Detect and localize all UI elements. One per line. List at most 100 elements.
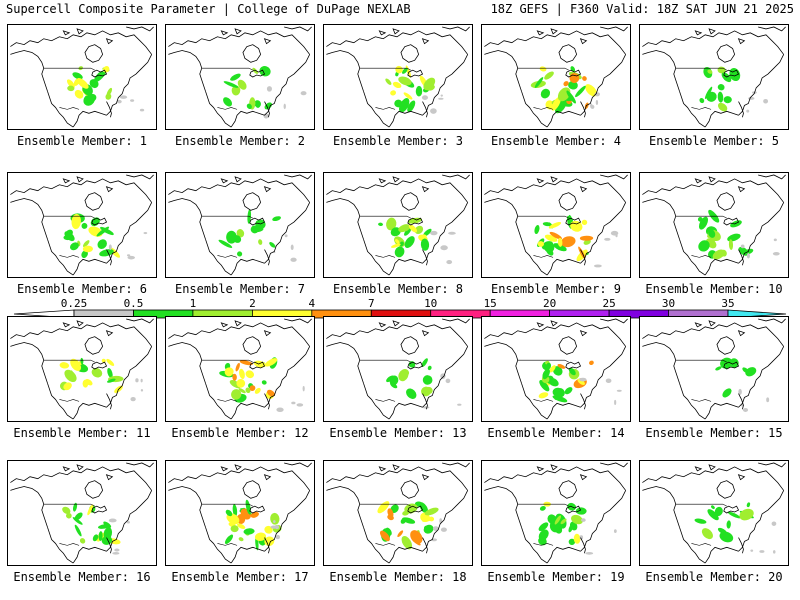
scp-shading-blob: [106, 87, 113, 97]
country-border: [201, 67, 253, 71]
scp-shading-blob: [544, 234, 558, 242]
scp-faint-speck: [590, 103, 593, 109]
scp-shading-blob: [72, 502, 78, 512]
scp-shading-blob: [395, 65, 403, 74]
scp-shading-blob: [542, 222, 552, 227]
coastline: [168, 486, 207, 528]
scp-faint-speck: [421, 95, 429, 100]
scp-shading-blob: [269, 241, 276, 248]
scp-shading-blob: [540, 88, 551, 99]
ensemble-member-map-11: [7, 316, 157, 422]
coastline: [205, 383, 232, 420]
coastline: [738, 346, 785, 408]
coastline: [363, 383, 390, 420]
ensemble-member-map-19: [481, 460, 631, 566]
scp-shading-blob: [259, 66, 271, 77]
scp-shading-blob: [72, 72, 83, 80]
coastline: [484, 198, 523, 240]
coastline: [84, 192, 104, 211]
north-america-map: [10, 174, 154, 276]
scp-faint-speck: [300, 91, 307, 96]
coastline: [580, 101, 586, 118]
scp-shading-blob: [428, 516, 435, 522]
scp-shading-blob: [272, 216, 281, 222]
scp-faint-speck: [440, 527, 447, 532]
ensemble-member-label: Ensemble Member: 16: [13, 570, 151, 584]
scp-shading-blob: [95, 71, 106, 82]
coastline: [284, 462, 312, 468]
coastline: [84, 44, 104, 63]
scp-faint-speck: [746, 252, 751, 259]
north-america-map: [484, 318, 628, 420]
scp-shading-blob: [556, 388, 565, 398]
colorbar-tick-label: 4: [308, 297, 315, 310]
scp-faint-speck: [438, 97, 444, 100]
coastline: [484, 322, 626, 347]
scp-shading-blob: [398, 369, 409, 382]
scp-shading-blob: [66, 79, 75, 89]
scp-shading-blob: [230, 525, 239, 533]
coastline: [220, 320, 272, 337]
scp-shading-blob: [568, 538, 576, 545]
colorbar-tick-label: 35: [721, 297, 734, 310]
scp-faint-speck: [273, 520, 276, 524]
scp-shading-blob: [238, 537, 244, 542]
north-america-map: [484, 462, 628, 564]
scp-faint-speck: [284, 234, 288, 238]
north-america-map: [642, 318, 786, 420]
scp-shading-blob: [107, 378, 116, 383]
coastline: [694, 28, 746, 45]
scp-shading-blob: [694, 518, 707, 524]
scp-shading-blob: [92, 534, 99, 542]
scp-faint-speck: [126, 254, 131, 257]
country-border: [201, 503, 253, 507]
coastline: [738, 537, 744, 554]
scp-shading-blob: [390, 382, 398, 389]
coastline: [580, 202, 627, 264]
coastline: [378, 320, 430, 337]
scp-shading-blob: [422, 375, 433, 385]
scp-shading-blob: [90, 217, 100, 227]
scp-shading-blob: [717, 84, 725, 91]
coastline: [546, 402, 581, 420]
north-america-map: [642, 26, 786, 128]
scp-faint-speck: [283, 103, 286, 110]
scp-shading-blob: [561, 236, 576, 248]
ensemble-member-map-8: [323, 172, 473, 278]
coastline: [580, 537, 586, 554]
coastline: [642, 178, 784, 203]
scp-faint-speck: [302, 385, 305, 392]
country-border: [59, 543, 80, 546]
scp-shading-blob: [394, 246, 405, 258]
scp-faint-speck: [585, 551, 594, 555]
country-border: [217, 107, 238, 110]
scp-shading-blob: [106, 358, 115, 366]
coastline: [126, 26, 154, 32]
scp-shading-blob: [82, 379, 89, 388]
country-border: [375, 107, 396, 110]
scp-faint-speck: [430, 108, 437, 114]
north-america-map: [10, 318, 154, 420]
ensemble-member-map-3: [323, 24, 473, 130]
coastline: [484, 50, 523, 92]
country-border: [201, 215, 253, 219]
coastline: [716, 192, 736, 211]
scp-shading-blob: [421, 386, 431, 397]
scp-shading-blob: [253, 360, 266, 368]
scp-shading-blob: [575, 85, 586, 98]
scp-faint-speck: [581, 518, 586, 522]
scp-shading-blob: [264, 536, 275, 547]
country-border: [517, 67, 569, 71]
country-border: [359, 67, 411, 71]
country-border: [43, 359, 95, 363]
coastline: [521, 383, 548, 420]
scp-faint-speck: [140, 389, 144, 392]
country-border: [533, 107, 554, 110]
coastline: [284, 318, 312, 324]
scp-shading-blob: [549, 231, 562, 240]
scp-shading-blob: [721, 249, 727, 257]
coastline: [536, 176, 588, 193]
colorbar-tick-label: 15: [484, 297, 497, 310]
scp-shading-blob: [386, 217, 397, 231]
coastline: [716, 44, 736, 63]
